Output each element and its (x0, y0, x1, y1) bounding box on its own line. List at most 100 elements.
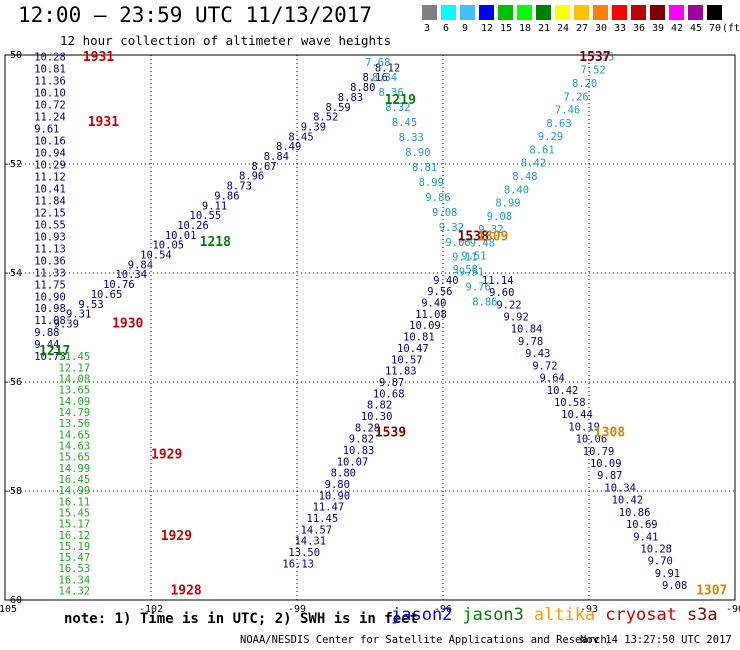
wave-height-value: 10.26 (177, 220, 209, 232)
scale-swatch (460, 5, 475, 20)
wave-height-value: 9.48 (470, 237, 495, 249)
track-diag-1218: 9.399.319.5310.6510.7610.349.8410.5410.0… (54, 62, 400, 330)
wave-height-value: 10.09 (590, 458, 622, 470)
wave-height-value: 11.14 (482, 275, 514, 287)
wave-height-value: 10.90 (34, 291, 66, 303)
legend-cryosat: cryosat (605, 605, 677, 625)
wave-height-value: 10.98 (34, 303, 66, 315)
producer-credit: NOAA/NESDIS Center for Satellite Applica… (240, 634, 607, 646)
wave-height-value: 10.41 (34, 183, 66, 195)
wave-height-value: 16.12 (59, 530, 91, 542)
wave-height-value: 8.83 (338, 92, 363, 104)
wave-height-value: 8.99 (419, 177, 444, 189)
lat-tick-label: -58 (4, 486, 22, 497)
wave-height-value: 9.51 (461, 251, 486, 263)
wave-height-value: 8.40 (504, 184, 529, 196)
wave-height-value: 8.80 (331, 468, 356, 480)
pass-time-label: 1217 (39, 344, 70, 359)
scale-label: 24 (557, 23, 570, 34)
wave-height-value: 9.08 (487, 211, 512, 223)
wave-height-value: 10.16 (34, 135, 66, 147)
wave-height-value: 9.44 (34, 339, 59, 351)
wave-height-value: 9.82 (349, 434, 374, 446)
wave-height-value: 8.16 (363, 72, 388, 84)
wave-height-value: 8.49 (276, 141, 301, 153)
wave-height-value: 10.79 (583, 446, 615, 458)
legend-jason3: jason3 (462, 605, 524, 625)
wave-height-value: 11.47 (313, 502, 345, 514)
wave-height-value: 9.86 (214, 190, 239, 202)
wave-height-value: 14.32 (59, 586, 91, 598)
map-frame (4, 54, 736, 601)
wave-height-value: 10.94 (34, 147, 66, 159)
pass-time-label: 1931 (83, 50, 114, 65)
scale-label: 18 (519, 23, 532, 34)
pass-time-label: 1218 (200, 235, 231, 250)
scale-swatch (688, 5, 703, 20)
wave-height-value: 11.08 (415, 309, 447, 321)
wave-height-value: 11.75 (34, 279, 66, 291)
wave-height-value: 8.59 (325, 102, 350, 114)
lat-tick-label: -50 (4, 50, 22, 61)
wave-height-value: 9.58 (453, 264, 478, 276)
wave-height-value: 9.11 (202, 200, 227, 212)
wave-height-value: 9.86 (425, 192, 450, 204)
wave-height-value: 8.45 (288, 131, 313, 143)
lon-tick-label: -99 (288, 604, 306, 615)
scale-swatch (593, 5, 608, 20)
wave-height-value: 10.34 (115, 269, 147, 281)
track-diag-1308: 11.149.609.229.9210.849.789.439.729.6410… (482, 275, 687, 592)
wave-height-value: 8.73 (227, 181, 252, 193)
pass-time-label: 1219 (385, 93, 416, 108)
wave-height-value: 10.42 (547, 385, 579, 397)
wave-height-value: 10.19 (568, 421, 600, 433)
wave-height-value: 10.55 (190, 210, 222, 222)
wave-height-value: 10.58 (554, 397, 586, 409)
pass-time-label: 1929 (161, 529, 192, 544)
wave-height-value: 14.99 (59, 463, 91, 475)
wave-height-value: 9.78 (518, 336, 543, 348)
scale-swatch (479, 5, 494, 20)
pass-time-label: 1538 (458, 229, 489, 244)
wave-height-value: 10.42 (612, 495, 644, 507)
scale-label: 39 (652, 23, 665, 34)
wave-height-value: 16.53 (59, 563, 91, 575)
wave-height-value: 10.81 (34, 63, 66, 75)
wave-height-value: 8.63 (546, 118, 571, 130)
wave-height-value: 14.09 (59, 396, 91, 408)
scale-label: 30 (595, 23, 608, 34)
legend-jason2: jason2 (391, 605, 453, 625)
wave-height-value: 9.32 (439, 222, 464, 234)
scale-label: 12 (481, 23, 494, 34)
pass-time-label: 1307 (696, 584, 727, 599)
wave-height-value: 10.36 (34, 255, 66, 267)
scale-swatch (555, 5, 570, 20)
pass-time-label: 1309 (477, 229, 508, 244)
wave-height-value: 9.72 (532, 360, 557, 372)
wave-height-value: 15.19 (59, 541, 91, 553)
scale-label: 45 (690, 23, 703, 34)
track-col-left: 10.2810.8111.3610.1010.7211.249.6110.161… (34, 51, 66, 363)
pass-time-label: 1539 (375, 426, 406, 441)
scale-label: 15 (500, 23, 513, 34)
wave-height-value: 10.07 (337, 456, 369, 468)
wave-height-value: 8.86 (472, 297, 497, 309)
wave-height-value: 9.40 (433, 275, 458, 287)
wave-height-value: 10.81 (403, 332, 435, 344)
scale-swatch (536, 5, 551, 20)
wave-height-value: 8.52 (313, 112, 338, 124)
track-col-left-2: 11.4512.1714.0813.6514.0914.7913.5614.65… (59, 351, 91, 597)
wave-height-value: 11.33 (34, 267, 66, 279)
wave-height-value: 9.92 (504, 312, 529, 324)
wave-height-value: 10.06 (576, 434, 608, 446)
wave-height-value: 7.68 (365, 57, 390, 69)
wave-height-value: 14.63 (59, 440, 91, 452)
wave-height-value: 8.67 (251, 161, 276, 173)
wave-height-value: 9.53 (78, 299, 103, 311)
wave-height-value: 9.43 (525, 348, 550, 360)
wave-height-value: 10.90 (319, 490, 351, 502)
lon-tick-label: -96 (434, 604, 452, 615)
wave-height-value: 9.08 (662, 580, 687, 592)
wave-height-value: 10.09 (409, 320, 441, 332)
wave-height-value: 10.73 (34, 351, 66, 363)
